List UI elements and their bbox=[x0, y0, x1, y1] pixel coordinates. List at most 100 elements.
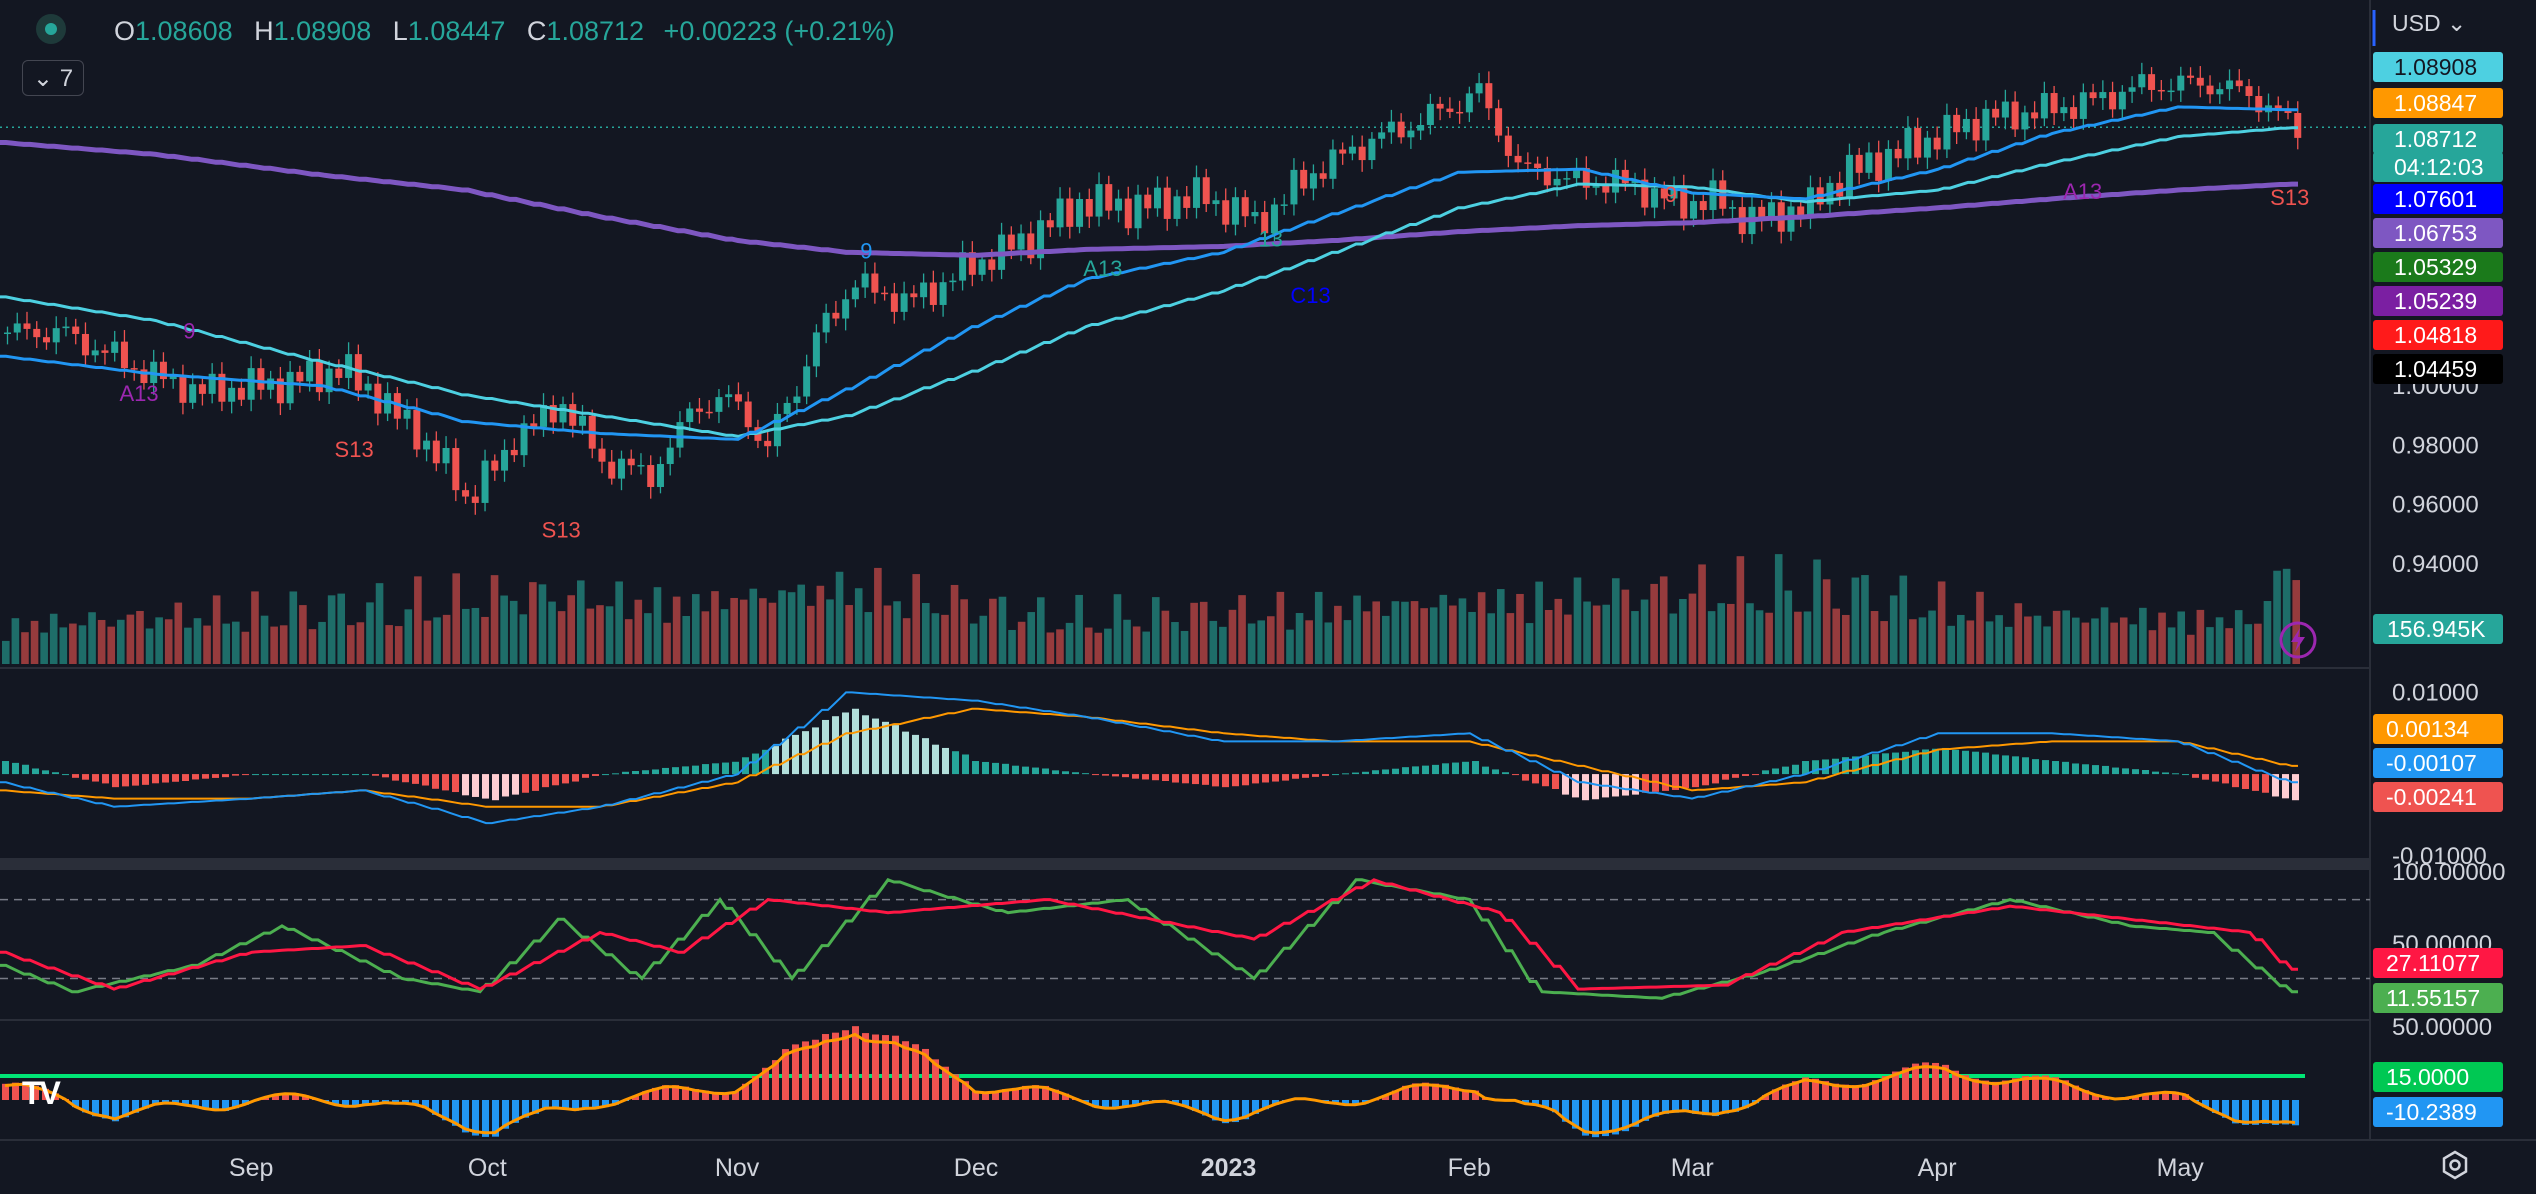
candle-body bbox=[510, 449, 518, 456]
adx-histogram-bar bbox=[1232, 1100, 1239, 1123]
volume-bar bbox=[1909, 619, 1917, 664]
adx-histogram-bar bbox=[1242, 1100, 1249, 1120]
adx-histogram-bar bbox=[2262, 1100, 2269, 1124]
adx-histogram-bar bbox=[1572, 1100, 1579, 1129]
adx-histogram-bar bbox=[1792, 1081, 1799, 1100]
volume-bar bbox=[260, 615, 269, 664]
adx-histogram-bar bbox=[1622, 1100, 1629, 1132]
adx-histogram-bar bbox=[482, 1100, 489, 1137]
candle-body bbox=[471, 496, 479, 503]
macd-histogram-bar bbox=[1892, 752, 1899, 775]
ohlc-legend: O1.08608 H1.08908 L1.08447 C1.08712 +0.0… bbox=[100, 16, 895, 47]
macd-histogram-bar bbox=[152, 774, 159, 784]
volume-bar bbox=[931, 613, 940, 664]
macd-histogram-bar bbox=[1492, 769, 1499, 775]
volume-bar bbox=[2081, 622, 2090, 664]
candle-body bbox=[101, 350, 109, 353]
volume-bar bbox=[1199, 601, 1208, 664]
currency-selector[interactable]: USD ⌄ bbox=[2392, 10, 2466, 37]
volume-bar bbox=[807, 605, 815, 664]
signal-annotation: A13 bbox=[119, 381, 158, 406]
adx-histogram-bar bbox=[782, 1049, 789, 1100]
adx-histogram-bar bbox=[1542, 1100, 1549, 1108]
volume-bar bbox=[1602, 604, 1611, 664]
indicator-count: 7 bbox=[59, 65, 74, 92]
adx-histogram-bar bbox=[132, 1100, 139, 1113]
candle-body bbox=[1495, 108, 1503, 136]
candle-body bbox=[1212, 200, 1220, 205]
candle-body bbox=[1884, 148, 1892, 181]
candle-body bbox=[257, 368, 265, 390]
volume-bar bbox=[1257, 620, 1266, 664]
macd-label: -0.00107 bbox=[2386, 750, 2477, 776]
volume-bar bbox=[1851, 577, 1860, 664]
volume-bar bbox=[2100, 607, 2109, 664]
candle-body bbox=[1348, 146, 1356, 154]
candle-body bbox=[1855, 154, 1863, 173]
adx-histogram-bar bbox=[752, 1075, 759, 1100]
volume-bar bbox=[107, 626, 116, 664]
volume-bar bbox=[1832, 608, 1841, 664]
volume-bar bbox=[241, 631, 250, 664]
adx-histogram-bar bbox=[662, 1085, 669, 1100]
volume-bar bbox=[567, 595, 576, 664]
volume-bar bbox=[596, 605, 604, 664]
adx-histogram-bar bbox=[42, 1088, 49, 1100]
candle-body bbox=[803, 366, 811, 397]
volume-bar bbox=[1784, 590, 1793, 664]
volume-bar bbox=[778, 590, 786, 664]
macd-histogram-bar bbox=[1792, 764, 1799, 775]
macd-histogram-bar bbox=[1822, 759, 1829, 775]
lightning-icon[interactable] bbox=[2278, 620, 2318, 660]
adx-histogram-bar bbox=[712, 1092, 719, 1100]
volume-bar bbox=[1621, 589, 1630, 664]
candle-body bbox=[169, 376, 177, 380]
macd-histogram-bar bbox=[2002, 755, 2009, 775]
adx-histogram-bar bbox=[182, 1100, 189, 1106]
volume-bar bbox=[366, 602, 374, 664]
macd-histogram-bar bbox=[682, 766, 689, 775]
macd-histogram-bar bbox=[1052, 770, 1059, 775]
macd-histogram-bar bbox=[1692, 774, 1699, 788]
candle-body bbox=[617, 458, 625, 479]
macd-histogram-bar bbox=[872, 718, 879, 775]
macd-histogram-bar bbox=[632, 771, 639, 775]
price-label: 1.07601 bbox=[2394, 186, 2477, 212]
candle-body bbox=[1553, 178, 1561, 186]
macd-histogram-bar bbox=[1152, 774, 1159, 781]
volume-bar bbox=[759, 598, 767, 664]
volume-bar bbox=[739, 599, 748, 664]
volume-bar bbox=[1554, 598, 1563, 664]
macd-histogram-bar bbox=[432, 774, 439, 789]
macd-histogram-bar bbox=[1412, 766, 1419, 775]
macd-histogram-bar bbox=[2202, 774, 2209, 780]
time-tick-label: 2023 bbox=[1201, 1154, 1257, 1182]
adx-histogram-bar bbox=[472, 1100, 479, 1136]
macd-histogram-bar bbox=[1532, 774, 1539, 784]
adx-histogram-bar bbox=[1872, 1080, 1879, 1100]
adx-histogram-bar bbox=[1692, 1100, 1699, 1114]
candle-body bbox=[335, 368, 343, 378]
volume-bar bbox=[1525, 623, 1534, 664]
candle-body bbox=[1163, 187, 1171, 219]
macd-histogram-bar bbox=[102, 774, 109, 784]
volume-bar bbox=[251, 591, 259, 664]
candle-body bbox=[111, 341, 119, 353]
volume-bar bbox=[318, 621, 326, 664]
candle-body bbox=[1192, 177, 1200, 208]
volume-bar bbox=[1152, 597, 1160, 664]
volume-bar bbox=[232, 621, 240, 664]
volume-bar bbox=[1899, 575, 1908, 664]
volume-bar bbox=[864, 612, 873, 664]
volume-bar bbox=[117, 619, 125, 664]
macd-histogram-bar bbox=[1442, 763, 1449, 775]
macd-histogram-bar bbox=[442, 774, 449, 791]
adx-histogram-bar bbox=[1862, 1083, 1869, 1100]
indicator-collapse-button[interactable]: ⌄ 7 bbox=[22, 60, 84, 96]
settings-gear-icon[interactable] bbox=[2440, 1150, 2470, 1180]
currency-label: USD bbox=[2392, 10, 2441, 36]
volume-bar bbox=[193, 618, 202, 664]
volume-bar bbox=[1889, 595, 1898, 664]
price-label: 1.08847 bbox=[2394, 90, 2477, 116]
